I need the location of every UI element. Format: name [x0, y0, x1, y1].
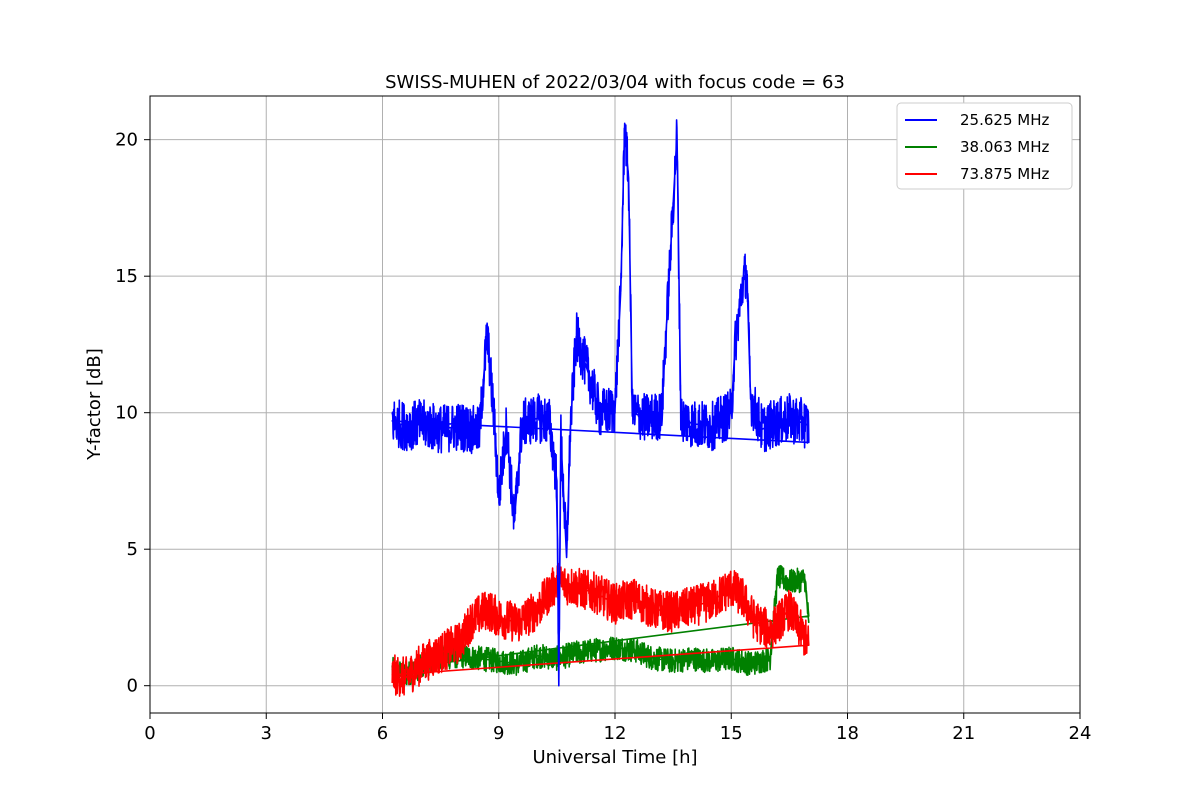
x-tick-label: 24 — [1069, 723, 1092, 744]
legend-label: 25.625 MHz — [960, 111, 1049, 129]
legend-label: 73.875 MHz — [960, 165, 1049, 183]
series-line-0 — [391, 119, 810, 687]
legend-box — [896, 102, 1073, 190]
x-tick-label: 3 — [261, 723, 272, 744]
x-tick-label: 6 — [377, 723, 388, 744]
y-tick-label: 5 — [127, 539, 138, 560]
x-tick-label: 21 — [952, 723, 975, 744]
x-tick-label: 12 — [604, 723, 627, 744]
series-line-1 — [391, 564, 810, 686]
y-axis-ticks: 0 5 10 15 20 — [115, 130, 150, 697]
series-lines — [391, 119, 810, 697]
y-tick-label: 10 — [115, 403, 138, 424]
chart-title: SWISS-MUHEN of 2022/03/04 with focus cod… — [385, 72, 845, 93]
x-tick-label: 0 — [144, 723, 155, 744]
x-tick-label: 9 — [493, 723, 504, 744]
legend: 25.625 MHz 38.063 MHz 73.875 MHz — [896, 102, 1073, 190]
x-tick-label: 15 — [720, 723, 743, 744]
series-line-2 — [391, 562, 810, 697]
x-tick-label: 18 — [836, 723, 859, 744]
x-axis-label: Universal Time [h] — [532, 747, 697, 768]
x-axis-ticks: 0 3 6 9 12 15 18 21 24 — [144, 713, 1091, 744]
y-tick-label: 20 — [115, 130, 138, 151]
y-axis-label: Y-factor [dB] — [84, 348, 105, 461]
y-tick-label: 0 — [127, 676, 138, 697]
legend-label: 38.063 MHz — [960, 138, 1049, 156]
y-tick-label: 15 — [115, 266, 138, 287]
